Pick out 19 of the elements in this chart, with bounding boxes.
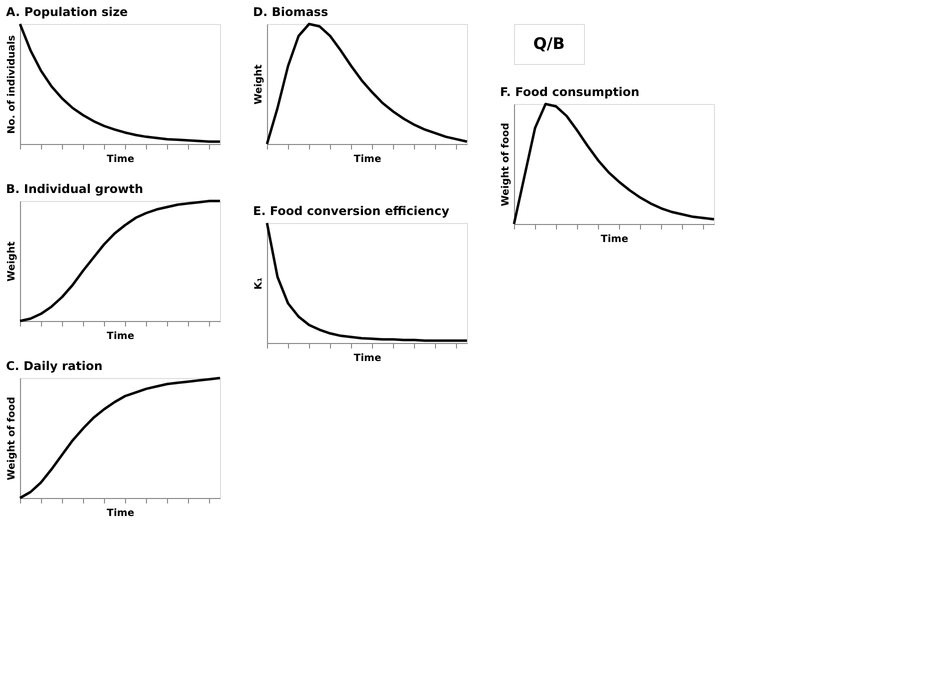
y-axis-title: Weight of food bbox=[6, 396, 18, 480]
chart-title: E. Food conversion efficiency bbox=[253, 204, 450, 218]
x-axis-title: Time bbox=[354, 353, 382, 364]
x-axis-title: Time bbox=[354, 154, 382, 165]
chart-title: F. Food consumption bbox=[500, 84, 640, 99]
x-axis-title: Time bbox=[106, 154, 134, 165]
y-axis-title: Weight bbox=[6, 241, 18, 282]
chart-title: C. Daily ration bbox=[6, 358, 102, 373]
x-axis-title: Time bbox=[106, 331, 134, 342]
x-axis-title: Time bbox=[600, 234, 628, 245]
x-axis-title: Time bbox=[106, 508, 134, 519]
chart-title: A. Population size bbox=[6, 4, 128, 19]
text: Q/B bbox=[533, 34, 565, 53]
y-axis-title: K₁ bbox=[254, 277, 264, 290]
y-axis-title: Weight bbox=[254, 64, 264, 104]
y-axis-title: No. of individuals bbox=[6, 35, 18, 134]
chart-title: B. Individual growth bbox=[6, 182, 144, 196]
y-axis-title: Weight of food bbox=[500, 122, 512, 206]
chart-title: D. Biomass bbox=[253, 4, 328, 19]
